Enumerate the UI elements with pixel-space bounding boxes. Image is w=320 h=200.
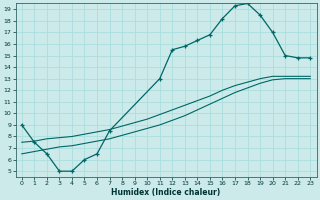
X-axis label: Humidex (Indice chaleur): Humidex (Indice chaleur) [111, 188, 221, 197]
